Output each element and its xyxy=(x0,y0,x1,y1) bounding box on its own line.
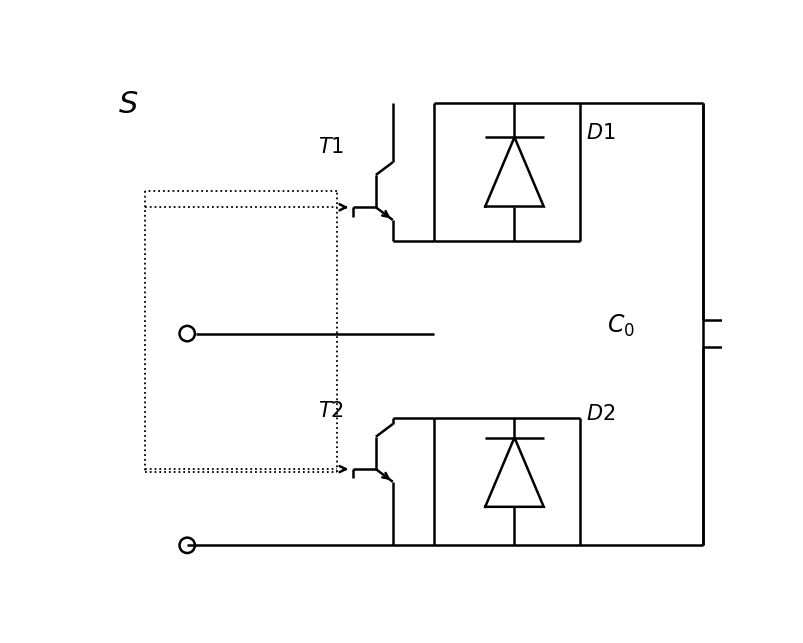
Text: $D2$: $D2$ xyxy=(585,404,614,424)
Text: $S$: $S$ xyxy=(118,89,138,120)
Text: $D1$: $D1$ xyxy=(585,123,615,143)
Text: $C_0$: $C_0$ xyxy=(606,312,634,339)
Text: $T1$: $T1$ xyxy=(318,137,344,158)
Text: $T2$: $T2$ xyxy=(318,401,344,421)
